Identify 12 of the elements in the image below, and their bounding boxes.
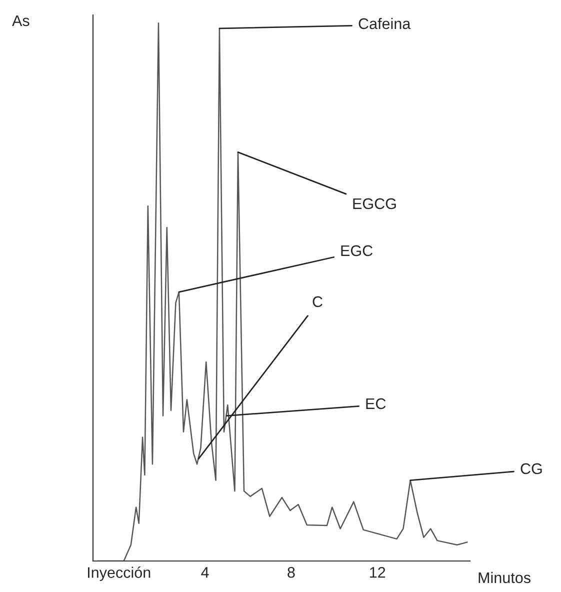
annotation: EGC xyxy=(341,245,373,256)
annotation: EC xyxy=(366,398,386,410)
x-tick-label: Inyección xyxy=(88,566,150,581)
annotation: EGCG xyxy=(353,198,396,210)
x-tick-label: 12 xyxy=(370,566,386,578)
annotation: CG xyxy=(520,463,542,474)
annotation: Cafeina xyxy=(358,18,411,30)
x-tick-label: 4 xyxy=(201,567,209,578)
x-tick-label: 8 xyxy=(288,566,295,578)
y-axis-title: As xyxy=(12,15,30,26)
annotation: C xyxy=(312,296,322,308)
x-axis-title: Minutos xyxy=(478,572,530,584)
